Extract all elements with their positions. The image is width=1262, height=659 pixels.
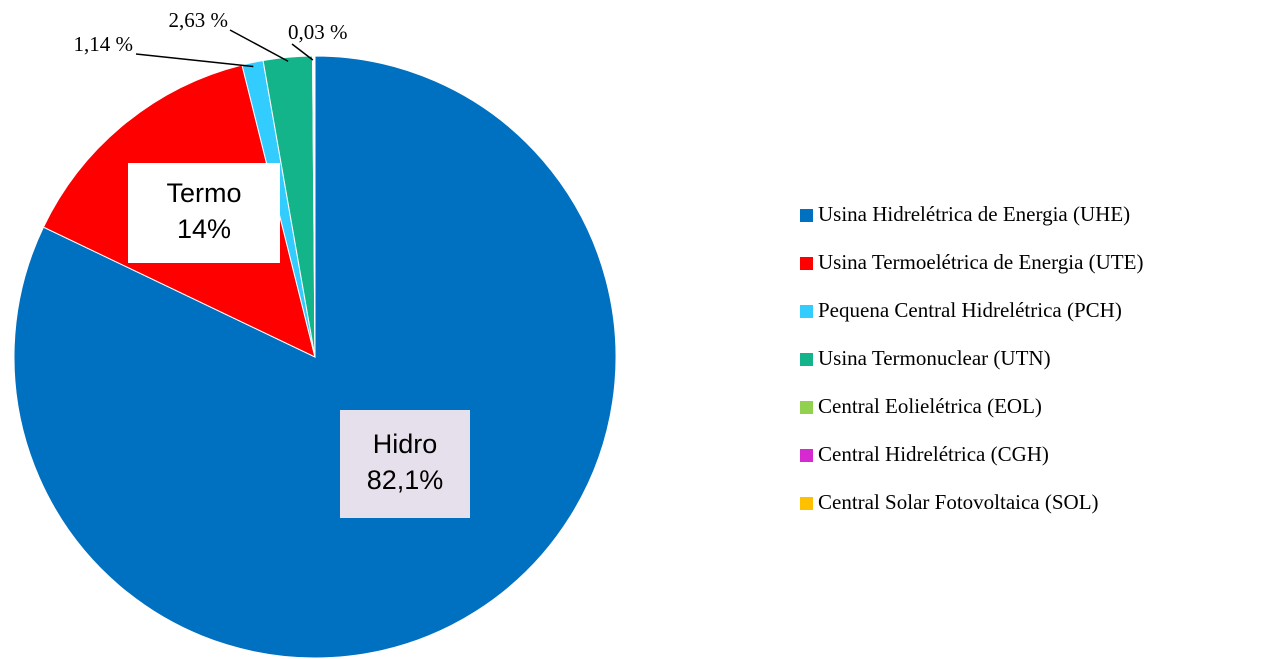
- data-label: 0,03 %: [288, 20, 348, 44]
- legend-swatch: [800, 497, 813, 510]
- legend-label: Pequena Central Hidrelétrica (PCH): [818, 298, 1122, 322]
- legend-swatch: [800, 305, 813, 318]
- label-box: [340, 410, 470, 518]
- data-label: 1,14 %: [74, 32, 134, 56]
- legend-label: Usina Termonuclear (UTN): [818, 346, 1051, 370]
- data-label: 14%: [177, 214, 231, 244]
- leader-line: [229, 29, 289, 62]
- legend-swatch: [800, 353, 813, 366]
- legend-swatch: [800, 257, 813, 270]
- legend-swatch: [800, 209, 813, 222]
- data-label: 2,63 %: [169, 8, 229, 32]
- pie-slice: [313, 55, 316, 358]
- legend-label: Central Eolielétrica (EOL): [818, 394, 1042, 418]
- legend-swatch: [800, 449, 813, 462]
- slice-name: Termo: [166, 178, 241, 208]
- legend-label: Central Hidrelétrica (CGH): [818, 442, 1049, 466]
- data-label: 82,1%: [367, 465, 444, 495]
- legend-label: Central Solar Fotovoltaica (SOL): [818, 490, 1099, 514]
- leader-line: [291, 43, 314, 61]
- label-box: [128, 163, 280, 263]
- leader-line: [135, 53, 254, 68]
- legend-label: Usina Termoelétrica de Energia (UTE): [818, 250, 1143, 274]
- legend-swatch: [800, 401, 813, 414]
- legend-label: Usina Hidrelétrica de Energia (UHE): [818, 202, 1130, 226]
- slice-name: Hidro: [373, 429, 438, 459]
